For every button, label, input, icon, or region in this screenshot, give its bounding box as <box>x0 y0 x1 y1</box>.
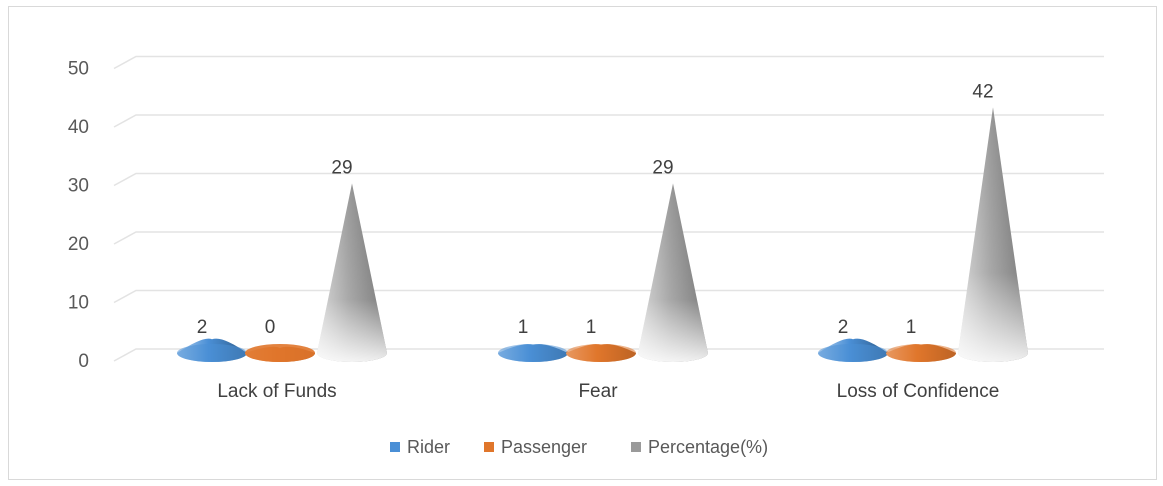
y-axis-ticks: 0 10 20 30 40 50 <box>68 59 89 373</box>
legend-item-rider: Rider <box>390 437 450 457</box>
chart-frame: 0 10 20 30 40 50 2 0 29 1 1 29 2 1 42 Lack of Funds Fe… <box>8 6 1157 480</box>
bar-rider-2 <box>818 338 888 362</box>
data-label: 1 <box>586 317 597 338</box>
data-label: 1 <box>906 317 917 338</box>
category-label: Fear <box>578 381 618 402</box>
category-labels: Lack of Funds Fear Loss of Confidence <box>217 381 999 402</box>
data-label: 1 <box>518 317 529 338</box>
data-label: 2 <box>197 317 208 338</box>
y-tick-label: 50 <box>68 59 89 80</box>
legend-item-percentage-: Percentage(%) <box>631 437 768 457</box>
legend-swatch <box>484 442 494 452</box>
category-label: Lack of Funds <box>217 381 336 402</box>
gridline-0 <box>113 348 1104 362</box>
bar-passenger-2 <box>886 344 956 362</box>
data-label: 2 <box>838 317 849 338</box>
legend-label: Percentage(%) <box>648 437 768 457</box>
data-label: 42 <box>972 81 993 102</box>
legend-label: Passenger <box>501 437 587 457</box>
category-label: Loss of Confidence <box>837 381 1000 402</box>
legend-swatch <box>631 442 641 452</box>
bar-rider-0 <box>177 338 247 362</box>
gridline-40 <box>113 114 1104 128</box>
bar-percentage--0 <box>317 183 387 362</box>
bar-passenger-0 <box>245 344 315 362</box>
data-label: 29 <box>652 157 673 178</box>
legend-label: Rider <box>407 437 450 457</box>
data-label: 0 <box>265 317 276 338</box>
y-tick-label: 10 <box>68 293 89 314</box>
legend: Rider Passenger Percentage(%) <box>390 437 768 457</box>
gridlines <box>113 55 1104 362</box>
gridline-10 <box>113 289 1104 304</box>
gridline-30 <box>113 172 1104 187</box>
bar-percentage--2 <box>958 107 1028 362</box>
legend-item-passenger: Passenger <box>484 437 587 457</box>
legend-swatch <box>390 442 400 452</box>
data-label: 29 <box>331 157 352 178</box>
data-labels: 2 0 29 1 1 29 2 1 42 <box>197 81 994 338</box>
gridline-20 <box>113 231 1104 245</box>
y-tick-label: 40 <box>68 117 89 138</box>
bars <box>177 107 1028 362</box>
y-tick-label: 30 <box>68 176 89 197</box>
bar-percentage--1 <box>638 183 708 362</box>
gridline-50 <box>113 55 1104 70</box>
y-tick-label: 0 <box>78 351 89 372</box>
bar-passenger-1 <box>566 344 636 362</box>
y-tick-label: 20 <box>68 234 89 255</box>
bar-rider-1 <box>498 344 568 362</box>
